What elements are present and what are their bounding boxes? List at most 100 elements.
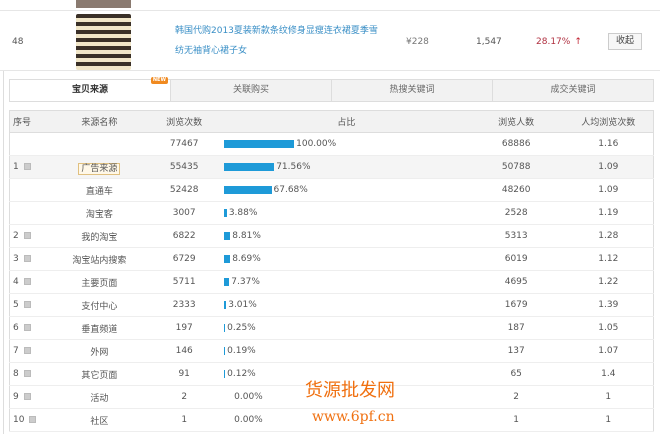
views-cell: 55435 xyxy=(144,155,225,179)
row-index: 2 xyxy=(9,224,55,248)
expand-icon[interactable] xyxy=(23,347,31,354)
expand-icon[interactable] xyxy=(23,324,31,331)
views-cell: 146 xyxy=(144,339,225,363)
table-row: 1 广告来源 55435 71.56% 50788 1.09 xyxy=(9,155,654,179)
share-label: 8.69% xyxy=(232,254,261,264)
share-cell: 0.25% xyxy=(224,316,469,340)
tab-item-source[interactable]: 宝贝来源 NEW xyxy=(10,77,170,101)
expand-icon[interactable] xyxy=(23,301,31,308)
share-bar xyxy=(224,323,226,332)
rate-value: 28.17% xyxy=(536,37,571,47)
row-index: 9 xyxy=(9,385,55,409)
source-cell: 垂直频道 xyxy=(54,316,145,340)
share-label: 71.56% xyxy=(276,162,311,172)
source-name: 直通车 xyxy=(85,186,113,197)
share-cell: 0.00% xyxy=(224,408,469,432)
tab-label: 宝贝来源 xyxy=(71,85,108,95)
expand-icon[interactable] xyxy=(23,255,31,262)
new-badge: NEW xyxy=(150,77,168,84)
table-row: 4 主要页面 5711 7.37% 4695 1.22 xyxy=(9,270,654,294)
visitors-cell: 1679 xyxy=(468,293,564,317)
source-cell: 直通车 xyxy=(54,178,145,202)
visitors-cell: 65 xyxy=(468,362,564,386)
share-label: 100.00% xyxy=(296,139,337,149)
share-cell: 3.88% xyxy=(224,201,469,225)
row-index: 5 xyxy=(9,293,55,317)
source-cell: 我的淘宝 xyxy=(54,224,145,248)
views-cell: 3007 xyxy=(144,201,225,225)
product-index: 48 xyxy=(12,37,24,47)
share-label: 0.19% xyxy=(227,346,256,356)
tab-bar: 宝贝来源 NEW 关联购买 热搜关键词 成交关键词 xyxy=(9,77,654,102)
watermark-url: www.6pf.cn xyxy=(312,409,395,425)
tab-deal-keywords[interactable]: 成交关键词 xyxy=(492,80,653,101)
product-price: ¥228 xyxy=(406,37,429,47)
expand-icon[interactable] xyxy=(29,416,37,423)
table-row: 5 支付中心 2333 3.01% 1679 1.39 xyxy=(9,293,654,317)
views-cell: 2 xyxy=(144,385,225,409)
share-label: 0.00% xyxy=(234,415,263,425)
table-row: 10 社区 1 0.00% 1 1 xyxy=(9,408,654,432)
table-row: 77467 100.00% 68886 1.16 xyxy=(9,132,654,156)
visitors-cell: 68886 xyxy=(468,132,564,156)
index-value: 5 xyxy=(13,300,19,310)
avg-cell: 1.09 xyxy=(563,178,654,202)
share-cell: 7.37% xyxy=(224,270,469,294)
source-name: 活动 xyxy=(90,393,109,404)
visitors-cell: 5313 xyxy=(468,224,564,248)
product-rate: 28.17% ↑ xyxy=(536,37,582,47)
source-cell: 淘宝客 xyxy=(54,201,145,225)
row-index: 6 xyxy=(9,316,55,340)
source-name: 我的淘宝 xyxy=(81,232,118,243)
product-image[interactable] xyxy=(76,14,131,70)
views-cell: 6822 xyxy=(144,224,225,248)
views-cell: 6729 xyxy=(144,247,225,271)
col-views: 浏览次数 xyxy=(144,110,225,133)
avg-cell: 1.28 xyxy=(563,224,654,248)
share-bar xyxy=(224,208,227,217)
row-index: 3 xyxy=(9,247,55,271)
share-cell: 71.56% xyxy=(224,155,469,179)
table-row: 淘宝客 3007 3.88% 2528 1.19 xyxy=(9,201,654,225)
collapse-icon[interactable] xyxy=(23,163,31,170)
row-index: 10 xyxy=(9,408,55,432)
source-cell: 其它页面 xyxy=(54,362,145,386)
share-bar xyxy=(224,185,272,194)
collapse-button[interactable]: 收起 xyxy=(608,33,642,50)
visitors-cell: 48260 xyxy=(468,178,564,202)
index-value: 9 xyxy=(13,392,19,402)
share-cell: 100.00% xyxy=(224,132,469,156)
share-bar xyxy=(224,162,275,171)
row-index xyxy=(9,201,55,225)
source-cell: 支付中心 xyxy=(54,293,145,317)
visitors-cell: 2 xyxy=(468,385,564,409)
source-name[interactable]: 广告来源 xyxy=(78,162,121,175)
source-cell: 社区 xyxy=(54,408,145,432)
source-name: 淘宝客 xyxy=(85,209,113,220)
index-value: 6 xyxy=(13,323,19,333)
visitors-cell: 4695 xyxy=(468,270,564,294)
share-label: 3.88% xyxy=(228,208,258,218)
index-value: 8 xyxy=(13,369,19,379)
tab-hot-keywords[interactable]: 热搜关键词 xyxy=(331,80,492,101)
source-cell: 外网 xyxy=(54,339,145,363)
index-value: 10 xyxy=(13,415,25,425)
table-row: 3 淘宝站内搜索 6729 8.69% 6019 1.12 xyxy=(9,247,654,271)
expand-icon[interactable] xyxy=(23,278,31,285)
avg-cell: 1 xyxy=(563,408,654,432)
views-cell: 1 xyxy=(144,408,225,432)
views-cell: 5711 xyxy=(144,270,225,294)
avg-cell: 1.39 xyxy=(563,293,654,317)
tab-related-purchase[interactable]: 关联购买 xyxy=(170,80,331,101)
views-cell: 197 xyxy=(144,316,225,340)
views-cell: 77467 xyxy=(144,132,225,156)
expand-icon[interactable] xyxy=(23,393,31,400)
product-title-link[interactable]: 韩国代购2013夏装新款条纹修身显瘦连衣裙夏季雪纺无袖背心裙子女 xyxy=(175,26,378,56)
expand-icon[interactable] xyxy=(23,370,31,377)
index-value: 4 xyxy=(13,277,19,287)
share-bar xyxy=(224,231,231,240)
share-cell: 3.01% xyxy=(224,293,469,317)
expand-icon[interactable] xyxy=(23,232,31,239)
source-cell: 淘宝站内搜索 xyxy=(54,247,145,271)
table-row: 2 我的淘宝 6822 8.81% 5313 1.28 xyxy=(9,224,654,248)
